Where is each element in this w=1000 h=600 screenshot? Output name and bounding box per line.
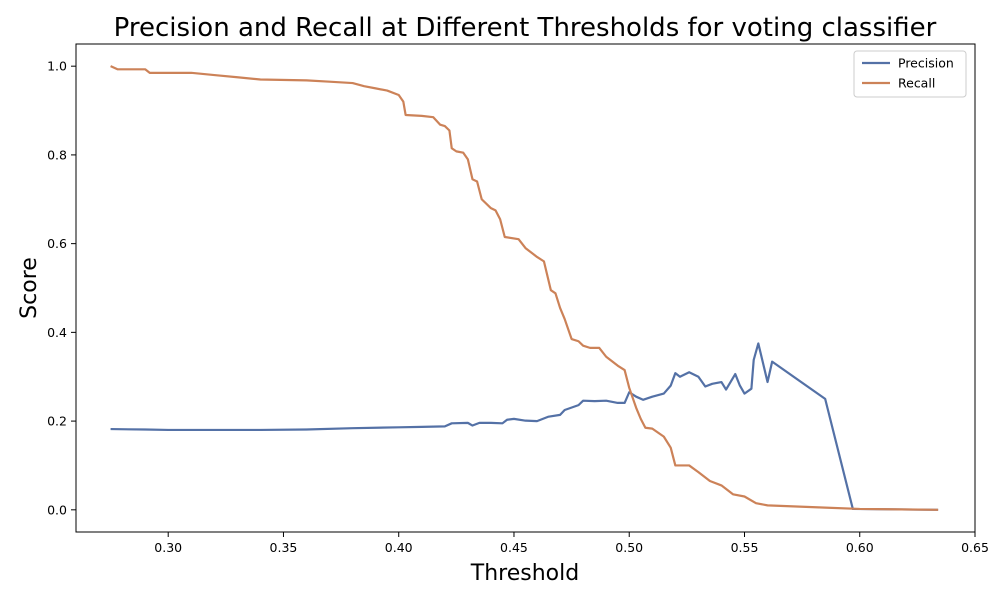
x-tick-label: 0.55 <box>731 540 759 555</box>
y-tick-label: 0.8 <box>47 147 67 162</box>
y-tick-label: 0.2 <box>47 414 67 429</box>
series-line-precision <box>110 342 939 511</box>
legend-label-recall: Recall <box>898 76 935 91</box>
x-tick-label: 0.60 <box>846 540 874 555</box>
legend-label-precision: Precision <box>898 56 954 71</box>
x-tick-label: 0.45 <box>500 540 528 555</box>
series-line-recall <box>110 65 939 511</box>
x-axis-label: Threshold <box>470 561 579 586</box>
chart-title: Precision and Recall at Different Thresh… <box>114 13 937 43</box>
plot-frame <box>75 43 976 533</box>
x-tick-label: 0.50 <box>615 540 643 555</box>
y-tick-label: 0.6 <box>47 236 67 251</box>
legend: Precision Recall <box>853 50 967 98</box>
y-tick-label: 1.0 <box>47 59 67 74</box>
plot-area <box>110 65 939 511</box>
x-tick-label: 0.65 <box>961 540 989 555</box>
x-tick-label: 0.40 <box>385 540 413 555</box>
y-axis-label: Score <box>17 257 42 319</box>
x-tick-label: 0.35 <box>270 540 298 555</box>
y-tick-label: 0.4 <box>47 325 67 340</box>
y-tick-label: 0.0 <box>47 502 67 517</box>
x-tick-label: 0.30 <box>154 540 182 555</box>
